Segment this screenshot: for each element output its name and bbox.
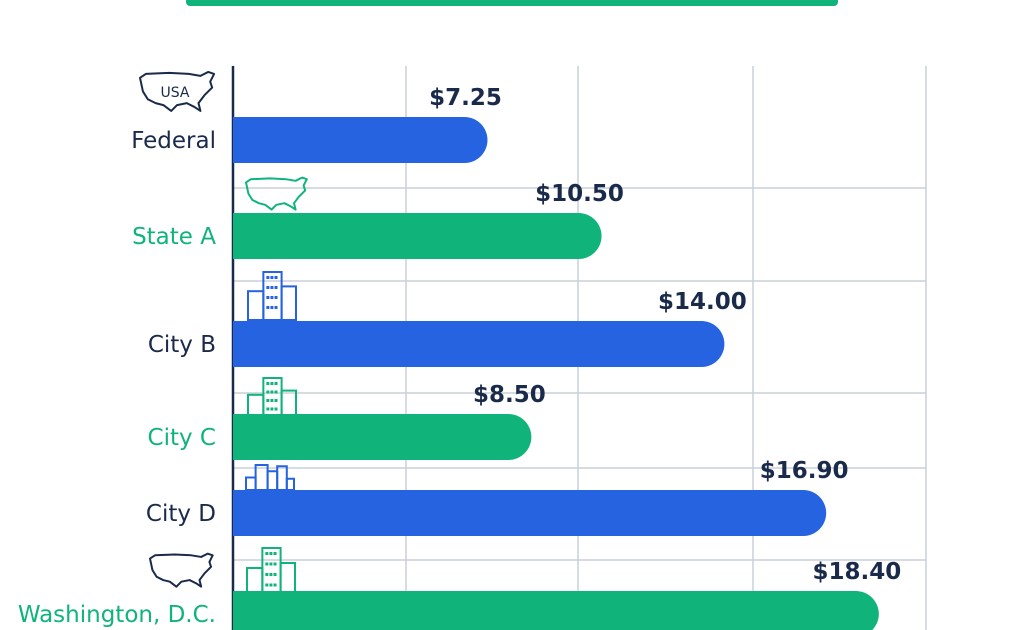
city-buildings-icon [247, 377, 298, 422]
building-window [274, 306, 278, 309]
building-window [269, 573, 273, 576]
bars [233, 117, 879, 630]
building-window [266, 306, 270, 309]
data-label: $10.50 [535, 181, 624, 207]
usa-map-icon: USA [139, 70, 216, 112]
city-buildings-icon [247, 271, 298, 322]
building-window [274, 407, 278, 411]
grid [233, 66, 927, 630]
building-window [269, 583, 273, 587]
category-label: City C [148, 425, 216, 451]
bar [233, 117, 488, 163]
building-window [269, 562, 273, 566]
bar [233, 414, 532, 460]
category-label: Washington, D.C. [18, 602, 216, 628]
building-window [265, 583, 269, 587]
building-window [270, 399, 274, 402]
city-buildings-icon [149, 547, 297, 599]
usa-map-shape [245, 176, 308, 211]
category-label: Federal [131, 128, 216, 154]
building-outline [246, 567, 264, 599]
building-outline [247, 393, 265, 421]
bar [233, 321, 725, 367]
building-window [273, 573, 277, 576]
building-window [270, 296, 274, 299]
bar [233, 490, 827, 536]
building-window [265, 573, 269, 576]
category-label: City D [146, 501, 216, 527]
building-window [270, 276, 274, 279]
building-window [274, 276, 278, 279]
building-window [266, 296, 270, 299]
bar [233, 591, 879, 630]
icons: USA [139, 70, 308, 599]
skyline-building [285, 477, 295, 491]
building-window [274, 399, 278, 402]
building-window [273, 552, 277, 555]
skyline-building [245, 476, 257, 491]
category-label: City B [148, 332, 216, 358]
data-label: $18.40 [812, 559, 901, 585]
building-window [270, 390, 274, 394]
building-window [273, 562, 277, 566]
building-window [269, 552, 273, 555]
building-window [266, 276, 270, 279]
building-window [265, 562, 269, 566]
building-window [274, 296, 278, 299]
building-window [270, 286, 274, 289]
building-window [266, 382, 270, 385]
building-outline [247, 290, 265, 322]
skyline-building [266, 470, 279, 491]
building-outline [280, 285, 298, 321]
category-label: State A [132, 224, 216, 250]
data-label: $8.50 [473, 382, 546, 408]
bar [233, 213, 602, 259]
building-outline [280, 389, 298, 422]
building-window [265, 552, 269, 555]
cropped-title-fragment [186, 0, 838, 6]
building-window [270, 306, 274, 309]
building-window [274, 390, 278, 394]
building-window [274, 382, 278, 385]
usa-map-shape [149, 552, 214, 588]
usa-icon-text: USA [161, 85, 190, 101]
skyline-building [276, 465, 288, 491]
building-window [266, 390, 270, 394]
building-window [274, 286, 278, 289]
building-window [270, 407, 274, 411]
building-window [266, 286, 270, 289]
city-skyline-icon [245, 464, 295, 491]
usa-map-icon [245, 176, 308, 211]
building-window [273, 583, 277, 587]
building-outline [279, 562, 297, 599]
labels: $7.25 Federal $10.50 State A $14.00 City B $8.… [18, 85, 901, 628]
building-window [266, 407, 270, 411]
building-window [270, 382, 274, 385]
data-label: $16.90 [760, 458, 849, 484]
data-label: $7.25 [429, 85, 502, 111]
usa-map-shape [139, 70, 216, 112]
data-label: $14.00 [658, 289, 747, 315]
building-window [266, 399, 270, 402]
